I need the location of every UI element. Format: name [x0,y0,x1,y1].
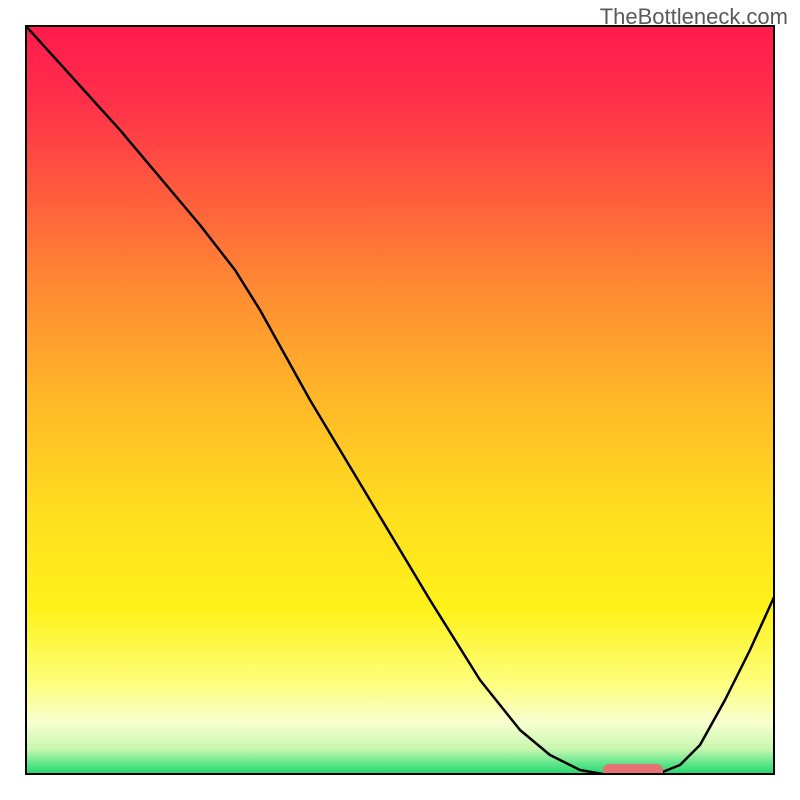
plot-area [25,25,775,775]
watermark-text: TheBottleneck.com [600,4,788,30]
curve-line [25,25,775,775]
optimal-marker [603,764,663,775]
chart-container: TheBottleneck.com [0,0,800,800]
